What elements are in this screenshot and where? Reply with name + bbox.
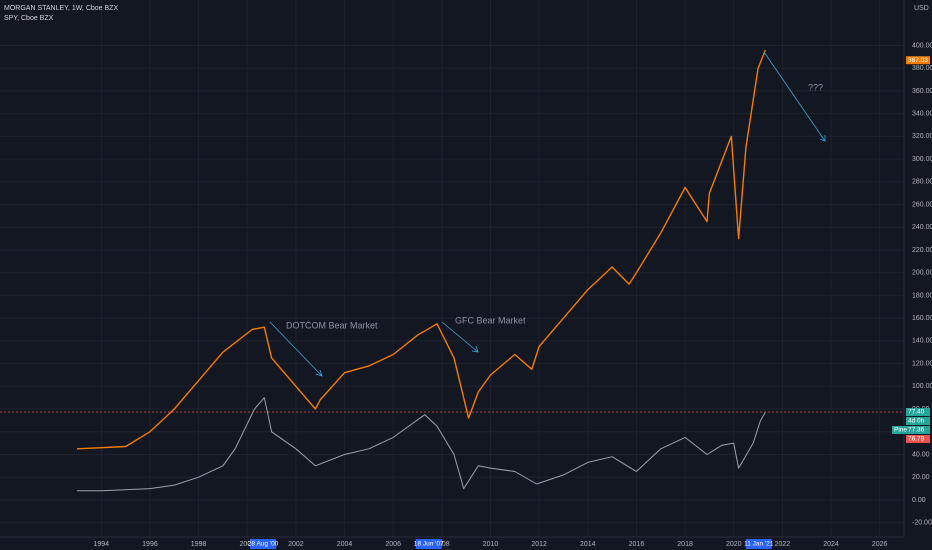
x-tick-label: 2022 <box>775 541 791 548</box>
x-tick-label: 2018 <box>677 541 693 548</box>
arrow-head <box>819 135 826 142</box>
annotation: ??? <box>808 82 823 92</box>
y-tick-label: 320.00 <box>912 133 932 140</box>
price-tag-label: 387.03 <box>908 57 928 64</box>
x-tick-label: 2008 <box>434 541 450 548</box>
y-tick-label: 360.00 <box>912 88 932 95</box>
countdown: 4d 0h <box>908 418 925 425</box>
y-tick-label: 100.00 <box>912 383 932 390</box>
x-tick-label: 2010 <box>483 541 499 548</box>
y-tick-label: 160.00 <box>912 315 932 322</box>
x-tick-label: 2024 <box>823 541 839 548</box>
series-line <box>77 397 766 492</box>
arrow-head <box>471 345 479 353</box>
annotation: DOTCOM Bear Market <box>286 320 378 330</box>
y-tick-label: 380.00 <box>912 65 932 72</box>
x-tick-label: 2016 <box>629 541 645 548</box>
y-tick-label: 240.00 <box>912 224 932 231</box>
price-tag <box>906 434 930 443</box>
date-badge-label: 28 Aug '00 <box>248 541 279 548</box>
y-tick-label: 300.00 <box>912 156 932 163</box>
currency: USD <box>914 5 929 12</box>
plot <box>76 49 767 492</box>
price-tag <box>906 407 930 416</box>
x-tick-label: 2006 <box>385 541 401 548</box>
y-tick-label: 0.00 <box>912 497 926 504</box>
price-tag-label: 76.79 <box>908 436 925 443</box>
series-line <box>76 49 767 450</box>
x-tick-label: 1996 <box>142 541 158 548</box>
y-tick-label: 180.00 <box>912 292 932 299</box>
y-tick-label: 40.00 <box>912 451 930 458</box>
date-badge <box>745 539 772 549</box>
x-tick-label: 2004 <box>337 541 353 548</box>
x-tick-label: 2002 <box>288 541 304 548</box>
y-tick-label: 200.00 <box>912 270 932 277</box>
price-tag-label: 77.36 <box>908 427 925 434</box>
y-tick-label: 280.00 <box>912 179 932 186</box>
arrow-head <box>315 369 323 377</box>
annotation: GFC Bear Market <box>455 315 526 325</box>
x-tick-label: 2000 <box>239 541 255 548</box>
y-tick-label: 340.00 <box>912 110 932 117</box>
date-badge-label: 18 Jun '07 <box>414 541 444 548</box>
countdown-bg <box>906 416 930 425</box>
y-tick-label: 400.00 <box>912 42 932 49</box>
y-tick-label: 120.00 <box>912 360 932 367</box>
x-tick-label: 1994 <box>94 541 110 548</box>
arrow <box>269 321 323 377</box>
y-tick-label: 260.00 <box>912 201 932 208</box>
arrow <box>763 51 826 142</box>
x-tick-label: 2014 <box>580 541 596 548</box>
x-tick-label: 2026 <box>872 541 888 548</box>
indicator-label: Pine <box>894 427 907 434</box>
legend-main: MORGAN STANLEY, 1W, Cboe BZX <box>4 5 118 12</box>
x-tick-label: 1998 <box>191 541 207 548</box>
y-tick-label: 20.00 <box>912 474 930 481</box>
date-badge <box>415 539 442 549</box>
price-tag <box>906 425 930 434</box>
date-badge-label: 11 Jan '21 <box>744 541 774 548</box>
arrow <box>441 321 479 353</box>
indicator-pill <box>892 425 906 434</box>
date-badge <box>250 539 277 549</box>
x-tick-label: 2020 <box>726 541 742 548</box>
price-tag <box>906 56 930 65</box>
y-tick-label: 220.00 <box>912 247 932 254</box>
y-tick-label: 140.00 <box>912 338 932 345</box>
x-tick-label: 2012 <box>531 541 547 548</box>
y-tick-label: -20.00 <box>912 519 932 526</box>
price-tag-label: 77.40 <box>908 409 925 416</box>
legend-compare: SPY, Cboe BZX <box>4 15 54 22</box>
overlay: -20.000.0020.0040.0060.0080.00100.00120.… <box>0 42 932 549</box>
